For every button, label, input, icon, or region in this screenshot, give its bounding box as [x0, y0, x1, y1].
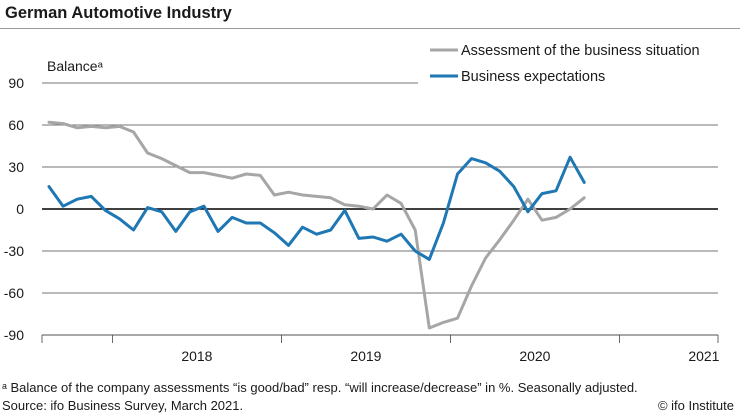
y-tick-label: -60 — [4, 285, 24, 301]
grid-lines: 90 60 30 0 -30 -60 -90 — [4, 75, 718, 343]
chart-title: German Automotive Industry — [5, 4, 232, 22]
y-tick-label: 0 — [16, 201, 24, 217]
series-line-business-expectations — [47, 155, 586, 261]
y-tick-label: 60 — [8, 117, 24, 133]
x-tick-label: 2019 — [350, 348, 381, 364]
y-tick-label: 30 — [8, 159, 24, 175]
legend: Assessment of the business situation Busi… — [430, 43, 700, 85]
copyright: © ifo Institute — [657, 398, 734, 413]
footnote: ᵃ Balance of the company assessments “is… — [2, 380, 638, 395]
x-axis: 2018 2019 2020 2021 — [41, 334, 720, 364]
series-line-business-situation — [47, 120, 586, 330]
legend-label: Assessment of the business situation — [461, 43, 700, 59]
y-tick-label: -90 — [4, 327, 24, 343]
source-note: Source: ifo Business Survey, March 2021. — [2, 398, 244, 413]
x-tick-label: 2020 — [519, 348, 550, 364]
x-tick-label: 2018 — [181, 348, 212, 364]
title-divider — [0, 28, 740, 29]
series-lines — [47, 120, 586, 330]
y-tick-label: -30 — [4, 243, 24, 259]
y-axis-label: Balanceᵃ — [47, 58, 104, 74]
y-tick-label: 90 — [8, 75, 24, 91]
x-tick-label: 2021 — [688, 348, 719, 364]
legend-label: Business expectations — [461, 69, 605, 85]
